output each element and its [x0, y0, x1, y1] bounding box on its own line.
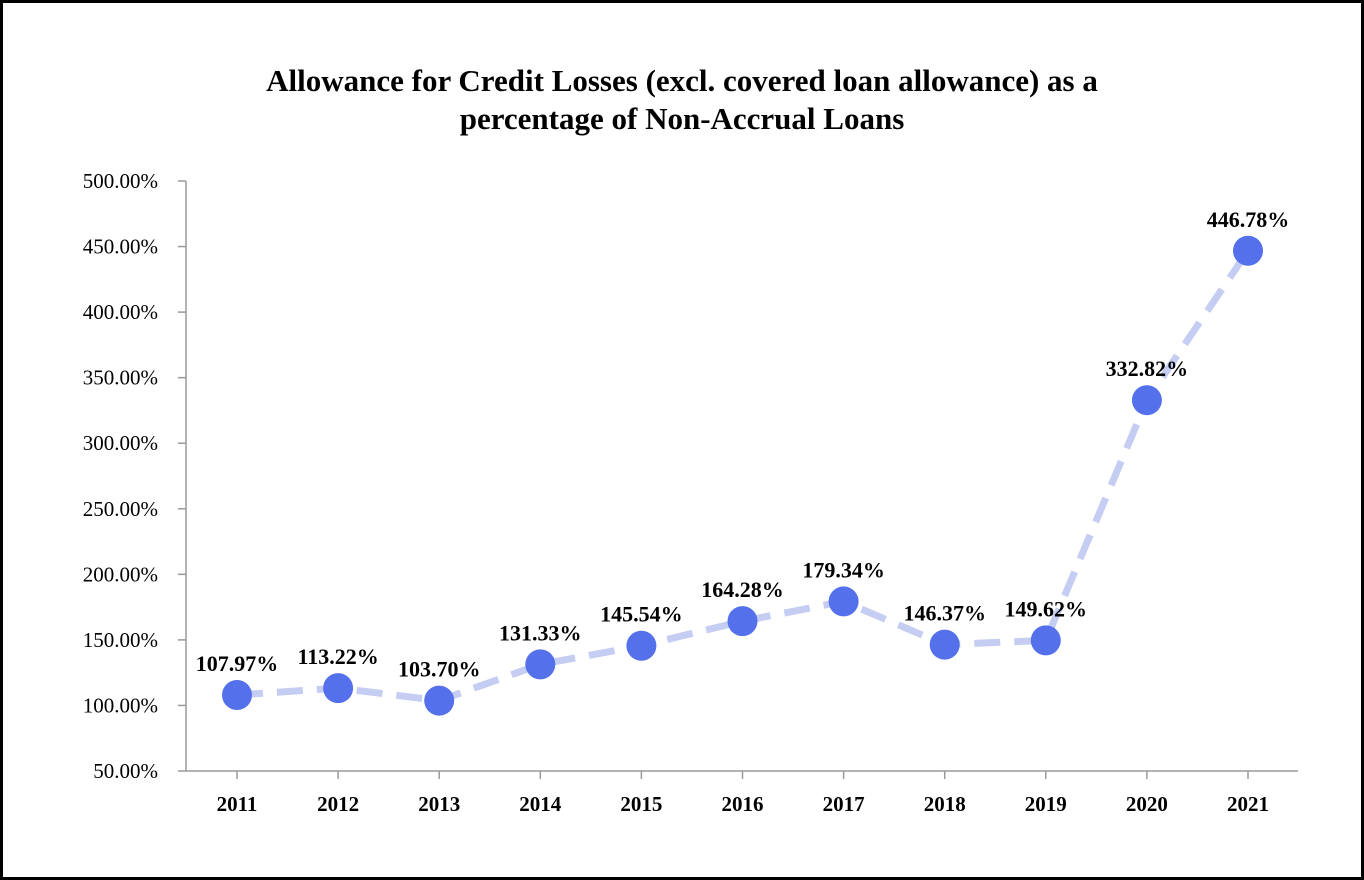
data-point — [1030, 625, 1061, 656]
data-label: 179.34% — [802, 557, 885, 582]
x-tick-label: 2017 — [823, 792, 865, 816]
data-label: 149.62% — [1005, 596, 1088, 621]
y-tick-label: 50.00% — [93, 759, 158, 783]
x-tick-label: 2012 — [317, 792, 359, 816]
y-tick-label: 450.00% — [83, 235, 158, 259]
chart-title: Allowance for Credit Losses (excl. cover… — [0, 62, 1364, 138]
data-label: 164.28% — [701, 577, 784, 602]
y-axis: 50.00% 100.00% 150.00% 200.00% 250.00% 300.00… — [83, 169, 187, 783]
x-tick-label: 2016 — [722, 792, 764, 816]
data-point — [929, 629, 960, 660]
data-label: 332.82% — [1106, 356, 1189, 381]
y-tick-label: 250.00% — [83, 497, 158, 521]
data-point — [1131, 385, 1162, 416]
data-point — [222, 679, 252, 710]
series-line — [236, 248, 1251, 705]
x-tick-label: 2014 — [519, 792, 562, 816]
x-tick-label: 2011 — [217, 792, 258, 816]
x-tick-label: 2018 — [924, 792, 966, 816]
y-tick-label: 200.00% — [83, 562, 158, 586]
x-tick-label: 2020 — [1126, 792, 1168, 816]
y-tick-label: 300.00% — [83, 431, 158, 455]
data-label: 113.22% — [297, 644, 378, 669]
y-tick-label: 400.00% — [83, 300, 158, 324]
data-point — [626, 630, 657, 661]
data-label: 131.33% — [499, 620, 582, 645]
x-tick-label: 2019 — [1025, 792, 1067, 816]
y-tick-label: 100.00% — [83, 693, 158, 717]
y-tick-label: 350.00% — [83, 366, 158, 390]
data-point — [525, 649, 556, 680]
data-label: 446.78% — [1207, 207, 1290, 232]
data-point — [323, 673, 354, 704]
data-point — [424, 685, 455, 716]
data-label: 145.54% — [600, 602, 683, 627]
data-label: 103.70% — [398, 657, 481, 682]
y-tick-label: 500.00% — [83, 169, 158, 193]
chart-title-line-2: percentage of Non-Accrual Loans — [459, 101, 905, 136]
x-tick-label: 2021 — [1227, 792, 1269, 816]
chart-title-line-1: Allowance for Credit Losses (excl. cover… — [266, 63, 1098, 98]
data-point — [1233, 235, 1263, 266]
data-label: 146.37% — [903, 601, 986, 626]
data-point — [828, 586, 859, 617]
y-tick-label: 150.00% — [83, 628, 158, 652]
data-label: 107.97% — [196, 651, 279, 676]
x-tick-label: 2015 — [620, 792, 662, 816]
data-point — [727, 606, 758, 637]
data-labels: 107.97% 113.22% 103.70% 131.33% 145.54% 164.2… — [196, 207, 1290, 682]
x-axis: 2011 2012 2013 2014 2015 2016 2017 2018 2019 2020… — [186, 770, 1298, 816]
series-plot — [222, 235, 1263, 716]
x-tick-label: 2013 — [418, 792, 460, 816]
